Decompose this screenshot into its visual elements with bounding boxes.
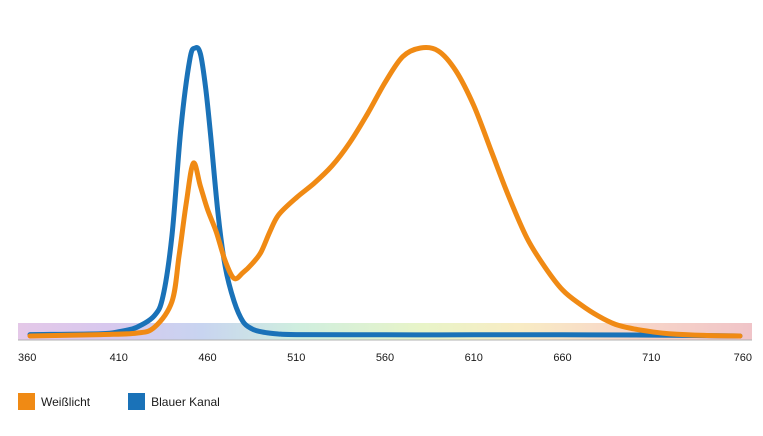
x-tick-label: 760 (734, 352, 752, 364)
legend-item: Weißlicht (18, 393, 90, 410)
x-tick-label: 510 (287, 352, 305, 364)
legend: Weißlicht Blauer Kanal (18, 393, 220, 410)
x-tick-label: 660 (553, 352, 571, 364)
x-tick-label: 560 (376, 352, 394, 364)
series-line-0 (27, 44, 743, 339)
x-tick-label: 460 (198, 352, 216, 364)
legend-label: Blauer Kanal (151, 394, 220, 409)
legend-label: Weißlicht (41, 394, 91, 409)
legend-swatch (18, 393, 35, 410)
x-tick-label: 410 (110, 352, 128, 364)
series-line-1 (27, 45, 743, 339)
legend-swatch (128, 393, 146, 410)
x-tick-label: 360 (18, 352, 36, 364)
x-tick-label: 710 (642, 352, 660, 364)
x-tick-label: 610 (465, 352, 483, 364)
x-tick-labels: 360 410 460 510 560 610 660 710 760 (18, 352, 752, 364)
series-layer (27, 44, 743, 339)
legend-item: Blauer Kanal (128, 393, 220, 410)
